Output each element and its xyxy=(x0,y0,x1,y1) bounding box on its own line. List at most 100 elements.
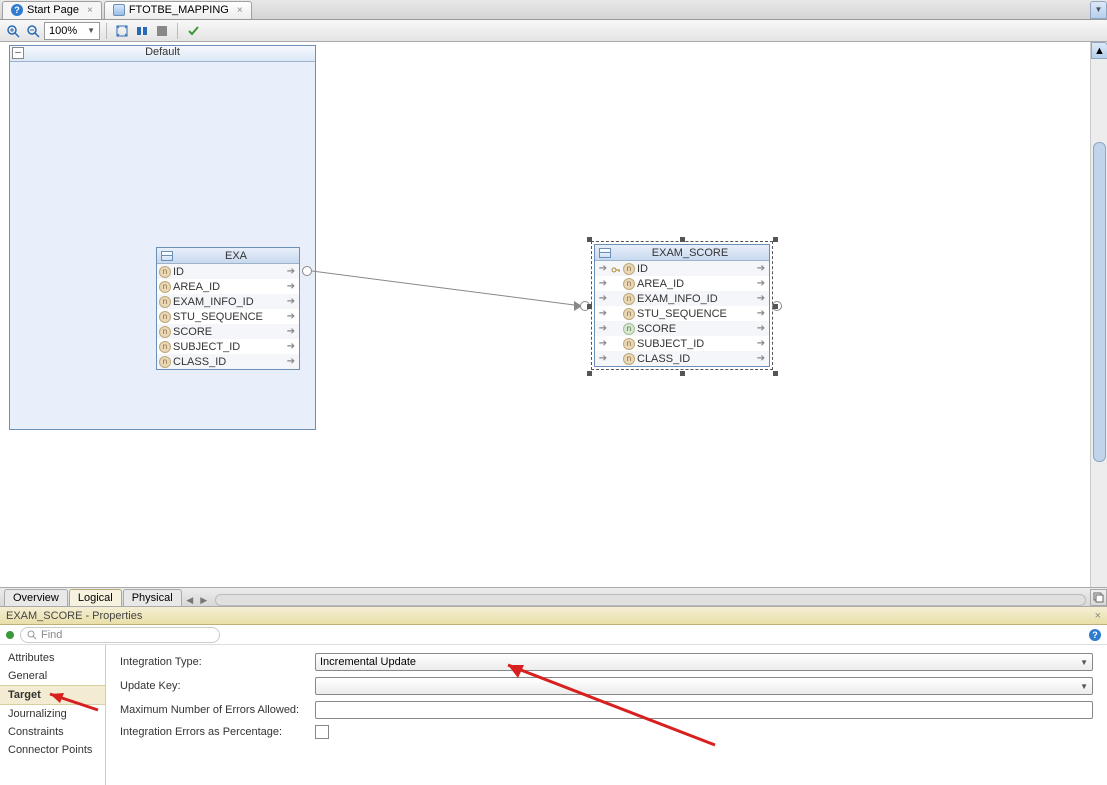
mapping-canvas[interactable]: – Default EXA nID➔nAREA_ID➔nEXAM_INFO_ID… xyxy=(0,42,1107,587)
close-icon[interactable]: × xyxy=(87,5,93,16)
chevron-down-icon: ▼ xyxy=(1080,658,1088,667)
vertical-scrollbar[interactable]: ▲ xyxy=(1090,42,1107,587)
tab-mapping[interactable]: FTOTBE_MAPPING × xyxy=(104,1,252,19)
column-type-icon: n xyxy=(159,311,171,323)
selection-handle[interactable] xyxy=(587,304,592,309)
pool-title: Default xyxy=(145,46,180,58)
close-icon[interactable]: × xyxy=(237,5,243,16)
out-arrow-icon: ➔ xyxy=(285,341,297,352)
max-errors-label: Maximum Number of Errors Allowed: xyxy=(120,704,315,716)
table-icon xyxy=(161,251,173,261)
column-row[interactable]: ➔nEXAM_INFO_ID➔ xyxy=(595,291,769,306)
tab-start-page[interactable]: ? Start Page × xyxy=(2,1,102,19)
output-port[interactable] xyxy=(302,266,312,276)
key-icon xyxy=(611,265,621,273)
column-row[interactable]: nCLASS_ID➔ xyxy=(157,354,299,369)
collapse-button[interactable]: – xyxy=(12,47,24,59)
column-row[interactable]: nAREA_ID➔ xyxy=(157,279,299,294)
column-name: STU_SEQUENCE xyxy=(637,308,753,320)
fit-window-button[interactable] xyxy=(113,22,131,40)
search-icon xyxy=(27,630,37,640)
view-tab-logical[interactable]: Logical xyxy=(69,589,122,606)
column-row[interactable]: nSCORE➔ xyxy=(157,324,299,339)
nav-journalizing[interactable]: Journalizing xyxy=(0,705,105,723)
view-tab-overview[interactable]: Overview xyxy=(4,589,68,606)
column-row[interactable]: nSTU_SEQUENCE➔ xyxy=(157,309,299,324)
column-row[interactable]: ➔nSUBJECT_ID➔ xyxy=(595,336,769,351)
errors-pct-label: Integration Errors as Percentage: xyxy=(120,726,315,738)
nav-right-button[interactable]: ▶ xyxy=(197,595,211,606)
entity-title: EXA xyxy=(177,250,295,262)
column-row[interactable]: nEXAM_INFO_ID➔ xyxy=(157,294,299,309)
selection-handle[interactable] xyxy=(680,371,685,376)
column-row[interactable]: nID➔ xyxy=(157,264,299,279)
scroll-thumb[interactable] xyxy=(1093,142,1106,462)
entity-header[interactable]: EXAM_SCORE xyxy=(595,245,769,261)
errors-pct-checkbox[interactable] xyxy=(315,725,329,739)
nav-constraints[interactable]: Constraints xyxy=(0,723,105,741)
zoom-in-button[interactable] xyxy=(4,22,22,40)
max-errors-input[interactable] xyxy=(315,701,1093,719)
selection-handle[interactable] xyxy=(773,237,778,242)
nav-connector-points[interactable]: Connector Points xyxy=(0,741,105,759)
out-arrow-icon: ➔ xyxy=(285,281,297,292)
integration-type-select[interactable]: Incremental Update ▼ xyxy=(315,653,1093,671)
in-arrow-icon: ➔ xyxy=(597,353,609,364)
column-name: SUBJECT_ID xyxy=(637,338,753,350)
column-name: SCORE xyxy=(173,326,283,338)
out-arrow-icon: ➔ xyxy=(285,296,297,307)
selection-handle[interactable] xyxy=(587,371,592,376)
horizontal-scrollbar[interactable] xyxy=(215,594,1086,606)
restore-panel-button[interactable] xyxy=(1090,589,1107,606)
column-row[interactable]: ➔nAREA_ID➔ xyxy=(595,276,769,291)
column-type-icon: n xyxy=(159,356,171,368)
in-arrow-icon: ➔ xyxy=(597,323,609,334)
tab-label: Start Page xyxy=(27,4,79,16)
out-arrow-icon: ➔ xyxy=(755,293,767,304)
entity-title: EXAM_SCORE xyxy=(615,247,765,259)
nav-target[interactable]: Target xyxy=(0,685,105,705)
column-row[interactable]: ➔nID➔ xyxy=(595,261,769,276)
selection-handle[interactable] xyxy=(587,237,592,242)
entity-exa[interactable]: EXA nID➔nAREA_ID➔nEXAM_INFO_ID➔nSTU_SEQU… xyxy=(156,247,300,370)
view-tab-physical[interactable]: Physical xyxy=(123,589,182,606)
column-row[interactable]: ➔nCLASS_ID➔ xyxy=(595,351,769,366)
status-dot-icon xyxy=(6,631,14,639)
close-panel-button[interactable]: × xyxy=(1095,610,1101,622)
nav-left-button[interactable]: ◀ xyxy=(183,595,197,606)
column-row[interactable]: ➔nSTU_SEQUENCE➔ xyxy=(595,306,769,321)
column-type-icon: n xyxy=(159,326,171,338)
help-icon[interactable]: ? xyxy=(1089,629,1101,641)
pool-default[interactable]: – Default xyxy=(9,45,316,430)
validate-button[interactable] xyxy=(184,22,202,40)
selection-handle[interactable] xyxy=(680,237,685,242)
out-arrow-icon: ➔ xyxy=(755,308,767,319)
nav-attributes[interactable]: Attributes xyxy=(0,649,105,667)
tabs-menu-button[interactable]: ▼ xyxy=(1090,1,1107,19)
chevron-down-icon: ▼ xyxy=(1080,682,1088,691)
column-name: SUBJECT_ID xyxy=(173,341,283,353)
column-row[interactable]: nSUBJECT_ID➔ xyxy=(157,339,299,354)
column-name: ID xyxy=(173,266,283,278)
entity-exam-score[interactable]: EXAM_SCORE ➔nID➔➔nAREA_ID➔➔nEXAM_INFO_ID… xyxy=(594,244,770,367)
zoom-field[interactable]: 100% ▼ xyxy=(44,22,100,40)
nav-general[interactable]: General xyxy=(0,667,105,685)
out-arrow-icon: ➔ xyxy=(755,323,767,334)
column-name: CLASS_ID xyxy=(173,356,283,368)
column-type-icon: n xyxy=(159,296,171,308)
entity-header[interactable]: EXA xyxy=(157,248,299,264)
layout-fill-button[interactable] xyxy=(153,22,171,40)
column-name: ID xyxy=(637,263,753,275)
selection-handle[interactable] xyxy=(773,371,778,376)
integration-type-label: Integration Type: xyxy=(120,656,315,668)
update-key-select[interactable]: ▼ xyxy=(315,677,1093,695)
selection-handle[interactable] xyxy=(773,304,778,309)
scroll-up-button[interactable]: ▲ xyxy=(1091,42,1107,59)
zoom-out-button[interactable] xyxy=(24,22,42,40)
properties-titlebar: EXAM_SCORE - Properties × xyxy=(0,607,1107,625)
column-row[interactable]: ➔nSCORE➔ xyxy=(595,321,769,336)
layout-lr-button[interactable] xyxy=(133,22,151,40)
out-arrow-icon: ➔ xyxy=(285,266,297,277)
column-name: AREA_ID xyxy=(637,278,753,290)
find-input[interactable]: Find xyxy=(20,627,220,643)
